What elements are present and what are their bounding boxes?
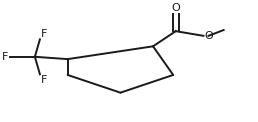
Text: F: F xyxy=(2,52,9,62)
Text: O: O xyxy=(171,3,180,13)
Text: F: F xyxy=(41,29,47,39)
Text: F: F xyxy=(41,75,47,85)
Text: O: O xyxy=(205,31,213,41)
